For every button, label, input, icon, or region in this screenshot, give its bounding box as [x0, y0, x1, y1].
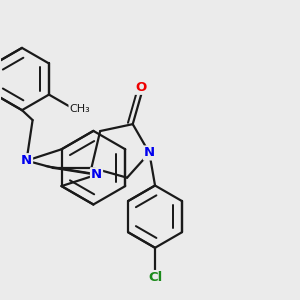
Text: N: N: [144, 146, 155, 160]
Text: CH₃: CH₃: [69, 104, 90, 115]
Text: N: N: [21, 154, 32, 167]
Text: N: N: [91, 168, 102, 181]
Text: O: O: [136, 81, 147, 94]
Text: Cl: Cl: [148, 271, 162, 284]
